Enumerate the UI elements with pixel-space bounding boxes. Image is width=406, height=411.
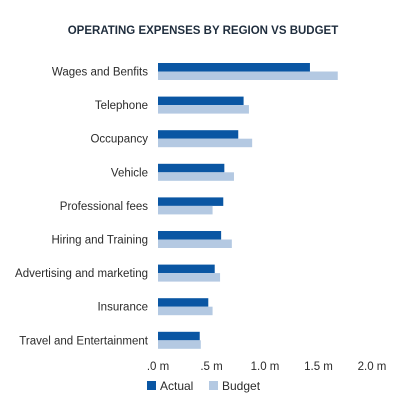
legend-label-actual: Actual — [160, 379, 193, 393]
budget-bar-insurance — [158, 306, 213, 316]
category-label-occupancy: Occupancy — [90, 134, 148, 146]
actual-bar-hiring-and-training — [158, 231, 222, 240]
actual-bar-professional-fees — [158, 197, 224, 206]
actual-bar-wages-and-benfits — [158, 63, 310, 72]
legend-swatch-actual — [147, 381, 156, 390]
budget-bar-advertising-and-marketing — [158, 273, 221, 282]
category-labels: Wages and Benfits Telephone Occupancy Vehic… — [15, 67, 149, 348]
x-tick-label: 1.5 m — [304, 361, 333, 373]
chart-title: OPERATING EXPENSES BY REGION VS BUDGET — [68, 25, 339, 37]
x-tick-label: 1.0 m — [251, 361, 280, 373]
actual-bar-travel-and-entertainment — [158, 331, 200, 341]
category-label-vehicle: Vehicle — [111, 167, 148, 179]
actual-bar-insurance — [158, 298, 209, 307]
actual-bar-telephone — [158, 96, 244, 106]
category-label-advertising-and-marketing: Advertising and marketing — [15, 268, 148, 280]
legend-swatch-budget — [209, 381, 218, 390]
category-label-travel-and-entertainment: Travel and Entertainment — [19, 335, 149, 347]
budget-bar-hiring-and-training — [158, 239, 232, 248]
x-tick-label: 2.0 m — [358, 361, 387, 373]
bars-layer — [158, 63, 338, 349]
actual-bar-occupancy — [158, 130, 239, 139]
actual-bar-vehicle — [158, 163, 225, 173]
budget-bar-wages-and-benfits — [158, 71, 338, 80]
budget-bar-professional-fees — [158, 205, 213, 215]
x-tick-label: .0 m — [147, 361, 169, 373]
budget-bar-travel-and-entertainment — [158, 340, 201, 349]
category-label-telephone: Telephone — [95, 100, 148, 112]
legend: Actual Budget — [147, 379, 261, 393]
category-label-hiring-and-training: Hiring and Training — [51, 235, 148, 247]
category-label-wages-and-benfits: Wages and Benfits — [52, 67, 148, 79]
legend-label-budget: Budget — [222, 379, 261, 393]
budget-bar-occupancy — [158, 138, 253, 148]
budget-bar-vehicle — [158, 172, 234, 181]
budget-bar-telephone — [158, 105, 249, 114]
category-label-insurance: Insurance — [97, 302, 148, 314]
x-axis-tick-labels: .0 m .5 m 1.0 m 1.5 m 2.0 m — [147, 361, 387, 373]
x-tick-label: .5 m — [200, 361, 222, 373]
category-label-professional-fees: Professional fees — [60, 201, 148, 213]
actual-bar-advertising-and-marketing — [158, 264, 215, 274]
